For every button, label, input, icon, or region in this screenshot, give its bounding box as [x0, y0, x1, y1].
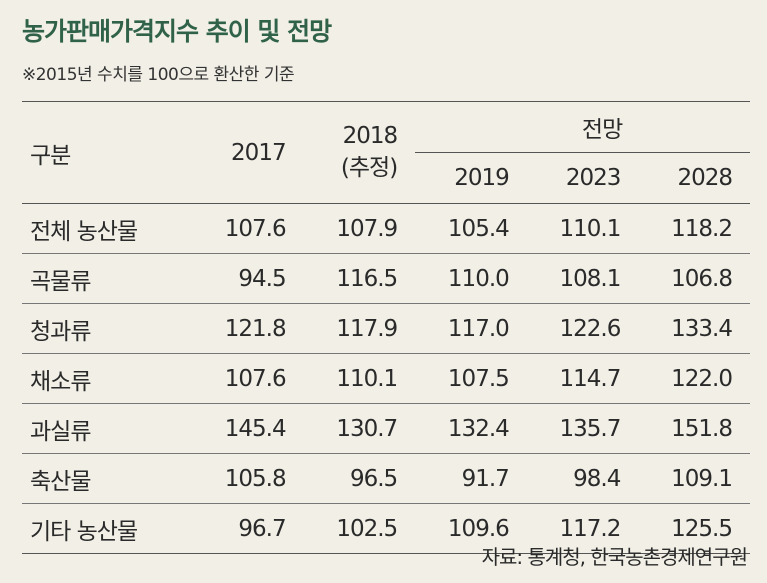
row-category: 청과류	[22, 303, 192, 354]
cell-2018: 96.5	[303, 453, 416, 504]
cell-2019: 132.4	[415, 403, 527, 454]
table-body: 전체 농산물 107.6 107.9 105.4 110.1 118.2 곡물류 94.5 11…	[22, 203, 750, 554]
cell-2023: 117.2	[526, 503, 639, 554]
cell-2017: 107.6	[192, 353, 304, 404]
table-row: 곡물류 94.5 116.5 110.0 108.1 106.8	[22, 253, 750, 304]
row-category: 과실류	[22, 403, 192, 454]
cell-2018: 116.5	[303, 253, 416, 304]
cell-2028: 151.8	[638, 403, 750, 454]
cell-2023: 110.1	[526, 203, 639, 254]
cell-2023: 98.4	[526, 453, 639, 504]
source-note: 자료: 통계청, 한국농촌경제연구원	[481, 545, 748, 569]
cell-2017: 96.7	[192, 503, 304, 554]
header-2023: 2023	[565, 165, 622, 191]
cell-2018: 102.5	[303, 503, 416, 554]
header-2018-year: 2018	[342, 123, 399, 150]
cell-2019: 105.4	[415, 203, 527, 254]
cell-2017: 94.5	[192, 253, 304, 304]
header-2017: 2017	[231, 139, 287, 166]
cell-2028: 122.0	[638, 353, 750, 404]
table-row: 기타 농산물 96.7 102.5 109.6 117.2 125.5	[22, 503, 750, 554]
cell-2023: 122.6	[526, 303, 639, 354]
row-category: 채소류	[22, 353, 192, 404]
table-header: 구분 2017 2018 (추정) 전망 2019 2023 2028	[22, 101, 750, 204]
cell-2018: 110.1	[303, 353, 416, 404]
page-title: 농가판매가격지수 추이 및 전망	[22, 17, 332, 46]
row-category: 축산물	[22, 453, 192, 504]
cell-2018: 130.7	[303, 403, 416, 454]
cell-2028: 125.5	[638, 503, 750, 554]
header-2018-note: (추정)	[340, 154, 398, 181]
cell-2028: 133.4	[638, 303, 750, 354]
cell-2017: 145.4	[192, 403, 304, 454]
cell-2019: 109.6	[415, 503, 527, 554]
header-forecast-group: 전망	[415, 101, 750, 153]
cell-2019: 110.0	[415, 253, 527, 304]
cell-2023: 135.7	[526, 403, 639, 454]
price-index-table: 구분 2017 2018 (추정) 전망 2019 2023 2028 전체 농…	[22, 101, 750, 554]
header-2019: 2019	[454, 165, 510, 191]
row-category: 곡물류	[22, 253, 192, 304]
cell-2017: 105.8	[192, 453, 304, 504]
cell-2018: 117.9	[303, 303, 416, 354]
cell-2023: 114.7	[526, 353, 639, 404]
cell-2017: 121.8	[192, 303, 304, 354]
table-row: 청과류 121.8 117.9 117.0 122.6 133.4	[22, 303, 750, 354]
row-category: 전체 농산물	[22, 203, 192, 254]
header-category: 구분	[30, 142, 71, 169]
cell-2017: 107.6	[192, 203, 304, 254]
row-category: 기타 농산물	[22, 503, 192, 554]
subtitle: ※2015년 수치를 100으로 환산한 기준	[22, 65, 295, 85]
cell-2018: 107.9	[303, 203, 416, 254]
cell-2019: 107.5	[415, 353, 527, 404]
header-2018: 2018 (추정)	[304, 102, 416, 204]
table-row: 전체 농산물 107.6 107.9 105.4 110.1 118.2	[22, 203, 750, 254]
table-row: 축산물 105.8 96.5 91.7 98.4 109.1	[22, 453, 750, 504]
cell-2019: 117.0	[415, 303, 527, 354]
table-row: 채소류 107.6 110.1 107.5 114.7 122.0	[22, 353, 750, 404]
cell-2028: 118.2	[638, 203, 750, 254]
cell-2019: 91.7	[415, 453, 527, 504]
table-row: 과실류 145.4 130.7 132.4 135.7 151.8	[22, 403, 750, 454]
cell-2023: 108.1	[526, 253, 639, 304]
header-2028: 2028	[677, 165, 733, 191]
cell-2028: 109.1	[638, 453, 750, 504]
cell-2028: 106.8	[638, 253, 750, 304]
